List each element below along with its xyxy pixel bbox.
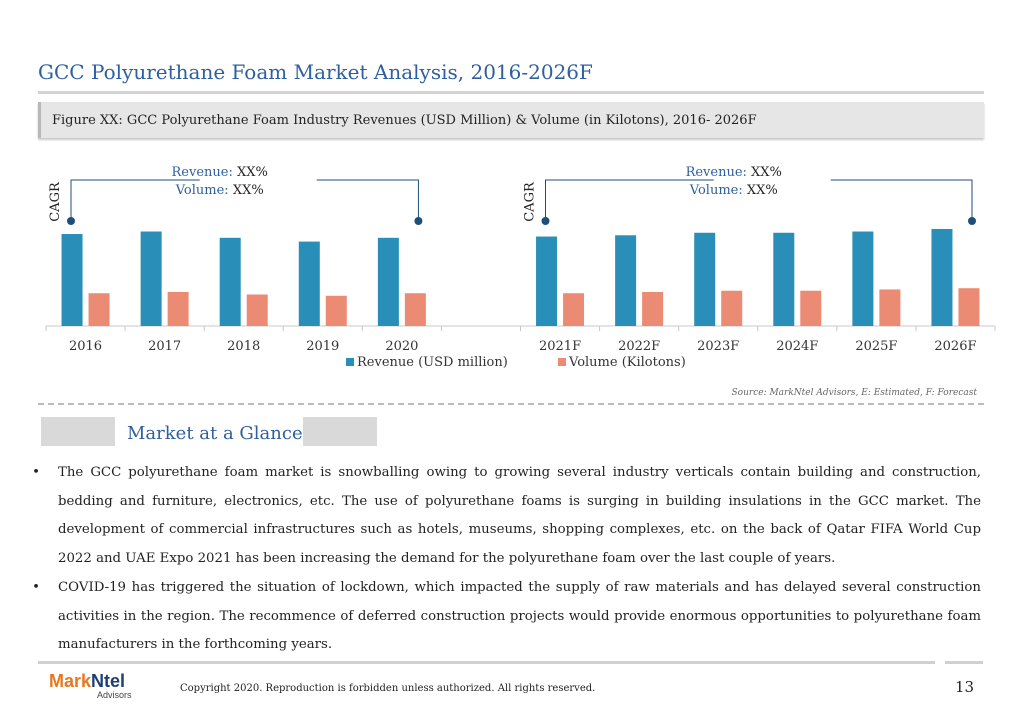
x-tick-label: 2026F [934,339,976,354]
x-tick-label: 2024F [776,339,818,354]
volume-bar [404,293,426,326]
company-logo: MarkNtel Advisors [49,672,132,700]
title-divider [38,91,984,94]
x-tick-label: 2019 [306,339,339,354]
volume-bar [958,288,980,326]
logo-subtitle: Advisors [97,690,132,700]
cagr-volume-label: Volume: XX% [689,183,778,198]
x-tick-label: 2020 [385,339,418,354]
cagr-axis-label: CAGR [48,181,63,222]
x-tick-label: 2016 [69,339,102,354]
x-tick-label: 2023F [697,339,739,354]
revenue-bar [298,241,320,326]
volume-bar [800,290,822,326]
cagr-axis-label: CAGR [523,181,538,222]
revenue-bar [377,237,399,326]
revenue-bar [219,237,241,326]
revenue-bar [852,231,874,326]
bullet-list: • The GCC polyurethane foam market is sn… [26,459,981,660]
section-decor-right [303,417,377,446]
copyright-text: Copyright 2020. Reproduction is forbidde… [180,683,596,694]
cagr-bracket-right [316,179,419,221]
page-number: 13 [955,678,975,696]
revenue-bar [694,232,716,326]
bullet-item: • COVID-19 has triggered the situation o… [26,574,981,660]
revenue-bar [61,234,83,326]
bullet-item: • The GCC polyurethane foam market is sn… [26,459,981,574]
page-title: GCC Polyurethane Foam Market Analysis, 2… [38,60,593,84]
footer-divider-short [945,661,983,664]
revenue-bar [536,236,558,326]
cagr-bracket-left [70,179,200,221]
bullet-text: The GCC polyurethane foam market is snow… [58,465,981,567]
cagr-end-dot [414,217,423,225]
legend-label: Volume (Kilotons) [568,355,686,370]
revenue-bar [773,232,795,326]
revenue-bar [931,228,953,326]
revenue-volume-chart: 2016 2017 2018 2019 2020 2021F 2022F 2023F 2024F… [45,165,996,398]
logo-ntel: Ntel [91,671,126,691]
volume-bar [325,295,347,326]
legend-swatch [558,358,566,366]
bullet-marker: • [32,579,40,595]
volume-bar [721,290,743,326]
volume-bar [563,293,585,326]
volume-bar [879,289,901,326]
figure-caption: Figure XX: GCC Polyurethane Foam Industr… [52,113,757,128]
section-title: Market at a Glance [127,423,303,444]
bullet-text: COVID-19 has triggered the situation of … [58,579,981,653]
cagr-revenue-label: Revenue: XX% [172,165,268,180]
legend-label: Revenue (USD million) [357,355,508,370]
x-tick-label: 2021F [539,339,581,354]
logo-mark: Mark [49,671,92,691]
x-tick-label: 2025F [855,339,897,354]
cagr-end-dot [968,217,976,225]
cagr-revenue-label: Revenue: XX% [686,165,782,180]
cagr-bracket-right [830,179,973,221]
bullet-marker: • [32,465,40,480]
cagr-volume-label: Volume: XX% [175,183,264,198]
revenue-bar [140,231,162,326]
revenue-bar [615,235,637,326]
volume-bar [88,293,110,326]
figure-caption-bar: Figure XX: GCC Polyurethane Foam Industr… [38,102,984,138]
footer-divider [38,661,935,664]
source-note: Source: MarkNtel Advisors, E: Estimated,… [732,388,978,398]
source-divider [38,403,984,405]
volume-bar [246,294,268,326]
cagr-start-dot [541,217,550,225]
volume-bar [167,291,189,326]
cagr-start-dot [67,217,75,225]
cagr-bracket-left [545,179,714,221]
volume-bar [642,291,664,326]
legend-swatch [346,358,354,366]
x-tick-label: 2018 [227,339,260,354]
section-decor-left [41,417,115,446]
x-tick-label: 2022F [618,339,660,354]
x-tick-label: 2017 [148,339,181,354]
